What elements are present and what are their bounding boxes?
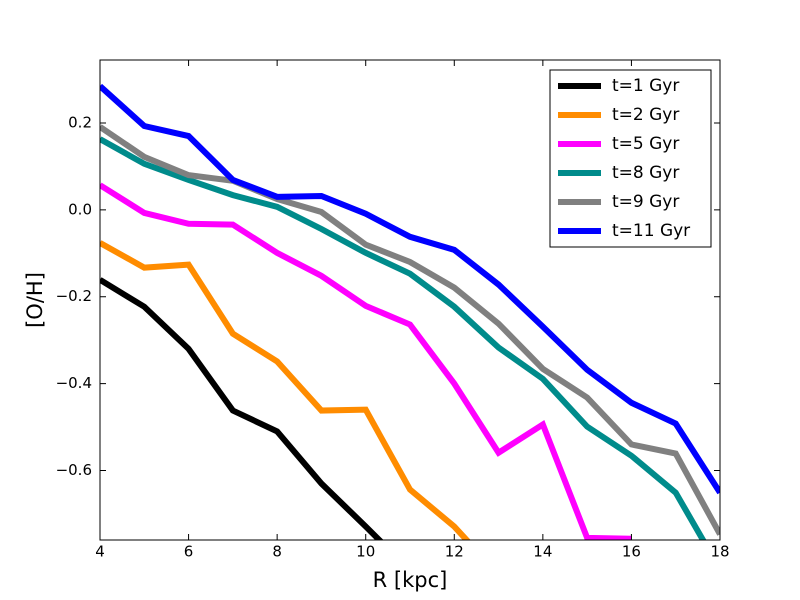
- legend-label: t=1 Gyr: [612, 76, 679, 96]
- x-tick-label: 16: [622, 543, 641, 561]
- x-tick-label: 14: [533, 543, 552, 561]
- x-axis-label: R [kpc]: [373, 568, 448, 592]
- axes-frame: [99, 59, 721, 541]
- x-tick-label: 10: [356, 543, 375, 561]
- series-line: [100, 182, 632, 540]
- series-line: [100, 83, 720, 495]
- y-tick-label: −0.2: [56, 287, 92, 305]
- x-tick-label: 6: [184, 543, 194, 561]
- y-tick-label: 0.0: [68, 200, 92, 218]
- x-tick-label: 12: [445, 543, 464, 561]
- legend-label: t=5 Gyr: [612, 134, 679, 154]
- legend-box: [549, 69, 712, 248]
- plot-area: [100, 83, 720, 540]
- series-line: [100, 136, 707, 540]
- legend-label: t=9 Gyr: [612, 192, 679, 212]
- y-tick-label: −0.6: [56, 461, 92, 479]
- x-tick-label: 8: [272, 543, 282, 561]
- legend-label: t=8 Gyr: [612, 163, 679, 183]
- legend-label: t=2 Gyr: [612, 105, 679, 125]
- y-axis-label: [O/H]: [23, 272, 47, 328]
- x-tick-label: 4: [95, 543, 105, 561]
- series-line: [100, 124, 720, 536]
- series-line: [100, 277, 384, 540]
- y-tick-label: −0.4: [56, 374, 92, 392]
- legend-label: t=11 Gyr: [612, 221, 690, 241]
- series-line: [100, 240, 471, 540]
- x-tick-label: 18: [710, 543, 729, 561]
- y-tick-label: 0.2: [68, 113, 92, 131]
